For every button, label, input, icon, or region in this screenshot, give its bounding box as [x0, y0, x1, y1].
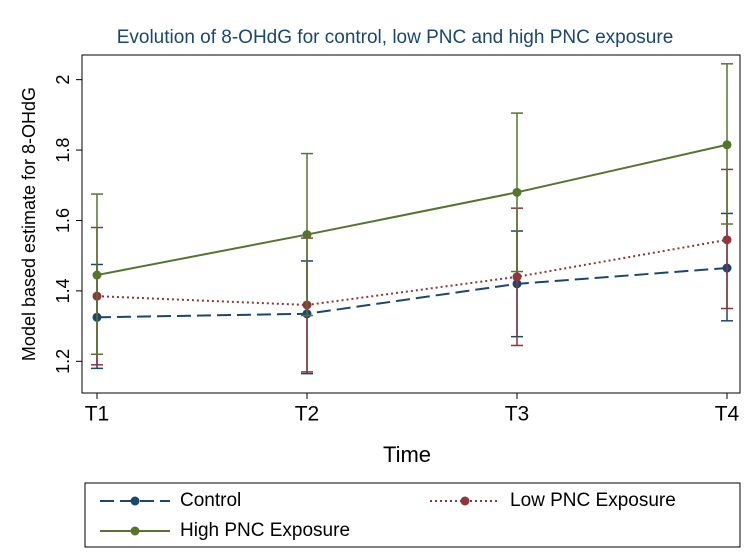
- legend-label: Low PNC Exposure: [510, 490, 676, 511]
- point: [722, 140, 732, 150]
- legend-marker: [130, 526, 140, 536]
- y-axis-label: Model based estimate for 8-OHdG: [19, 87, 39, 361]
- legend-label: Control: [180, 490, 241, 511]
- y-tick-label: 2: [53, 75, 73, 85]
- y-tick-label: 1.2: [53, 349, 73, 374]
- series-line: [96, 143, 728, 277]
- point: [302, 230, 312, 240]
- legend-marker: [130, 496, 140, 506]
- y-tick-label: 1.4: [53, 278, 73, 303]
- point: [512, 272, 522, 282]
- series-line: [96, 267, 728, 319]
- point: [512, 187, 522, 197]
- x-tick-label: T2: [295, 403, 320, 426]
- series-line: [96, 238, 728, 306]
- y-tick-label: 1.6: [53, 208, 73, 233]
- x-tick-label: T1: [85, 403, 110, 426]
- chart-title: Evolution of 8-OHdG for control, low PNC…: [117, 27, 674, 48]
- legend-marker: [460, 496, 470, 506]
- x-tick-label: T3: [505, 403, 530, 426]
- plot-frame: [81, 54, 741, 394]
- point: [722, 235, 732, 245]
- y-tick-label: 1.8: [53, 138, 73, 163]
- legend-box: [84, 482, 741, 548]
- x-tick-label: T4: [715, 403, 740, 426]
- x-axis-label: Time: [383, 442, 431, 467]
- point: [92, 270, 102, 280]
- legend-label: High PNC Exposure: [180, 520, 350, 541]
